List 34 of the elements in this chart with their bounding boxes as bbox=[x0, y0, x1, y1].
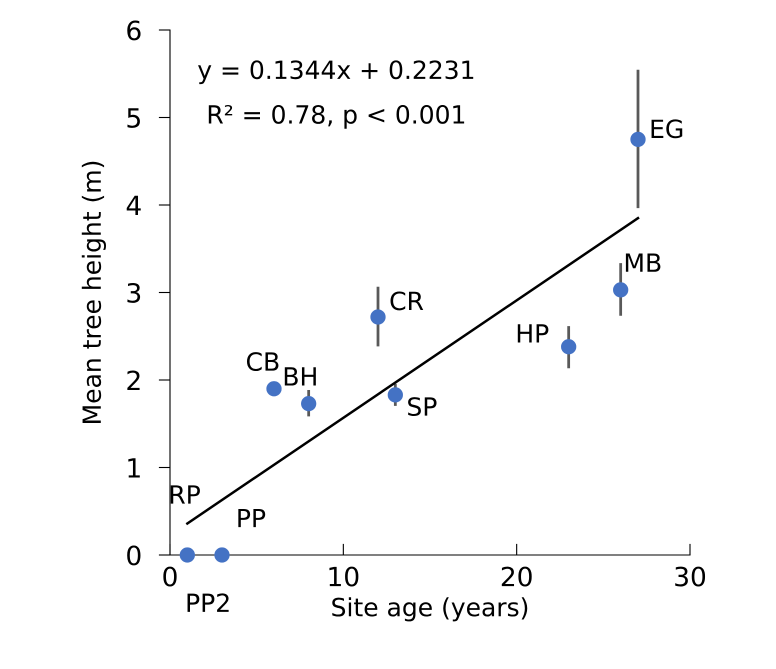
x-tick-label: 0 bbox=[163, 566, 177, 587]
annotation: HP bbox=[518, 324, 548, 343]
annotation: BH bbox=[284, 367, 316, 386]
annotation: PP bbox=[238, 508, 266, 528]
point bbox=[613, 282, 628, 298]
x-axis-title: Site age (years) bbox=[332, 597, 528, 622]
point bbox=[301, 396, 316, 412]
y-tick-label: 4 bbox=[126, 196, 141, 216]
annotation: R² = 0.78, p < 0.001 bbox=[208, 104, 464, 129]
x-tick-label: 10 bbox=[329, 566, 358, 587]
point bbox=[266, 381, 282, 396]
point bbox=[180, 547, 195, 563]
annotation: SP bbox=[408, 397, 437, 416]
annotation: y = 0.1344x + 0.2231 bbox=[198, 60, 474, 84]
annotation: MB bbox=[626, 254, 660, 272]
point bbox=[214, 547, 230, 563]
point bbox=[630, 132, 646, 148]
annotation: PP2 bbox=[188, 593, 229, 612]
annotation: EG bbox=[652, 119, 682, 138]
annotation: CB bbox=[246, 352, 278, 372]
y-tick-label: 6 bbox=[127, 20, 141, 40]
x-tick-label: 20 bbox=[502, 566, 532, 587]
point bbox=[370, 309, 386, 325]
y-tick-label: 0 bbox=[127, 545, 140, 566]
y-tick-label: 1 bbox=[128, 458, 140, 478]
point bbox=[561, 339, 576, 354]
point bbox=[388, 387, 403, 403]
y-tick-label: 5 bbox=[127, 108, 140, 128]
y-tick-label: 2 bbox=[127, 370, 140, 390]
annotation: CR bbox=[390, 291, 424, 310]
y-axis-title: Mean tree height (m) bbox=[82, 162, 106, 423]
y-tick-label: 3 bbox=[127, 282, 140, 303]
annotation: RP bbox=[170, 485, 200, 504]
x-tick-label: 30 bbox=[675, 566, 706, 587]
